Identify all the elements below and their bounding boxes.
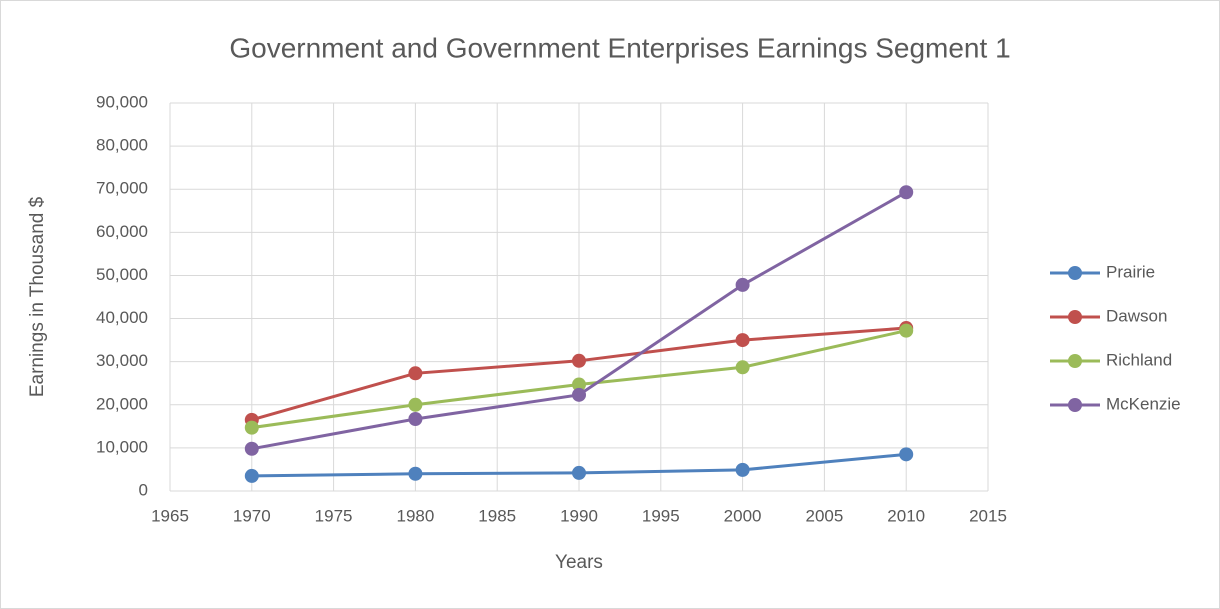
data-point [572,387,586,402]
x-tick-label: 1980 [396,506,434,525]
y-tick-label: 0 [139,480,148,499]
y-tick-label: 30,000 [96,351,148,370]
legend-label: Prairie [1106,262,1155,281]
y-tick-label: 70,000 [96,179,148,198]
legend-marker [1068,310,1082,324]
x-tick-label: 1990 [560,506,598,525]
x-tick-label: 2015 [969,506,1007,525]
x-tick-label: 1975 [315,506,353,525]
legend-marker [1068,354,1082,368]
data-point [735,462,750,477]
legend-marker [1068,398,1082,412]
data-point [408,466,423,481]
data-point [408,366,423,381]
chart-title: Government and Government Enterprises Ea… [229,32,1010,63]
legend-label: Richland [1106,350,1172,369]
y-tick-label: 80,000 [96,136,148,155]
x-tick-label: 1970 [233,506,271,525]
data-point [244,468,259,483]
data-point [408,412,423,427]
y-tick-label: 60,000 [96,222,148,241]
y-tick-label: 10,000 [96,437,148,456]
y-tick-label: 40,000 [96,308,148,327]
y-axis-label: Earnings in Thousand $ [27,196,48,397]
x-axis-label: Years [555,552,603,573]
data-point [899,447,914,462]
data-point [572,353,586,368]
data-point [244,441,259,456]
x-tick-label: 2000 [724,506,762,525]
legend-label: Dawson [1106,306,1167,325]
legend-label: McKenzie [1106,394,1181,413]
x-tick-label: 1985 [478,506,516,525]
data-point [572,377,586,392]
legend-marker [1068,266,1082,280]
data-point [735,333,750,348]
y-tick-label: 90,000 [96,92,148,111]
x-tick-label: 2010 [887,506,925,525]
x-tick-label: 1965 [151,506,189,525]
data-point [735,277,750,292]
data-point [899,323,914,338]
data-point [899,185,914,200]
data-point [572,465,586,480]
data-point [244,420,259,435]
x-tick-label: 2005 [805,506,843,525]
y-tick-label: 20,000 [96,394,148,413]
data-point [408,397,423,412]
x-tick-label: 1995 [642,506,680,525]
y-tick-label: 50,000 [96,265,148,284]
data-point [735,360,750,375]
